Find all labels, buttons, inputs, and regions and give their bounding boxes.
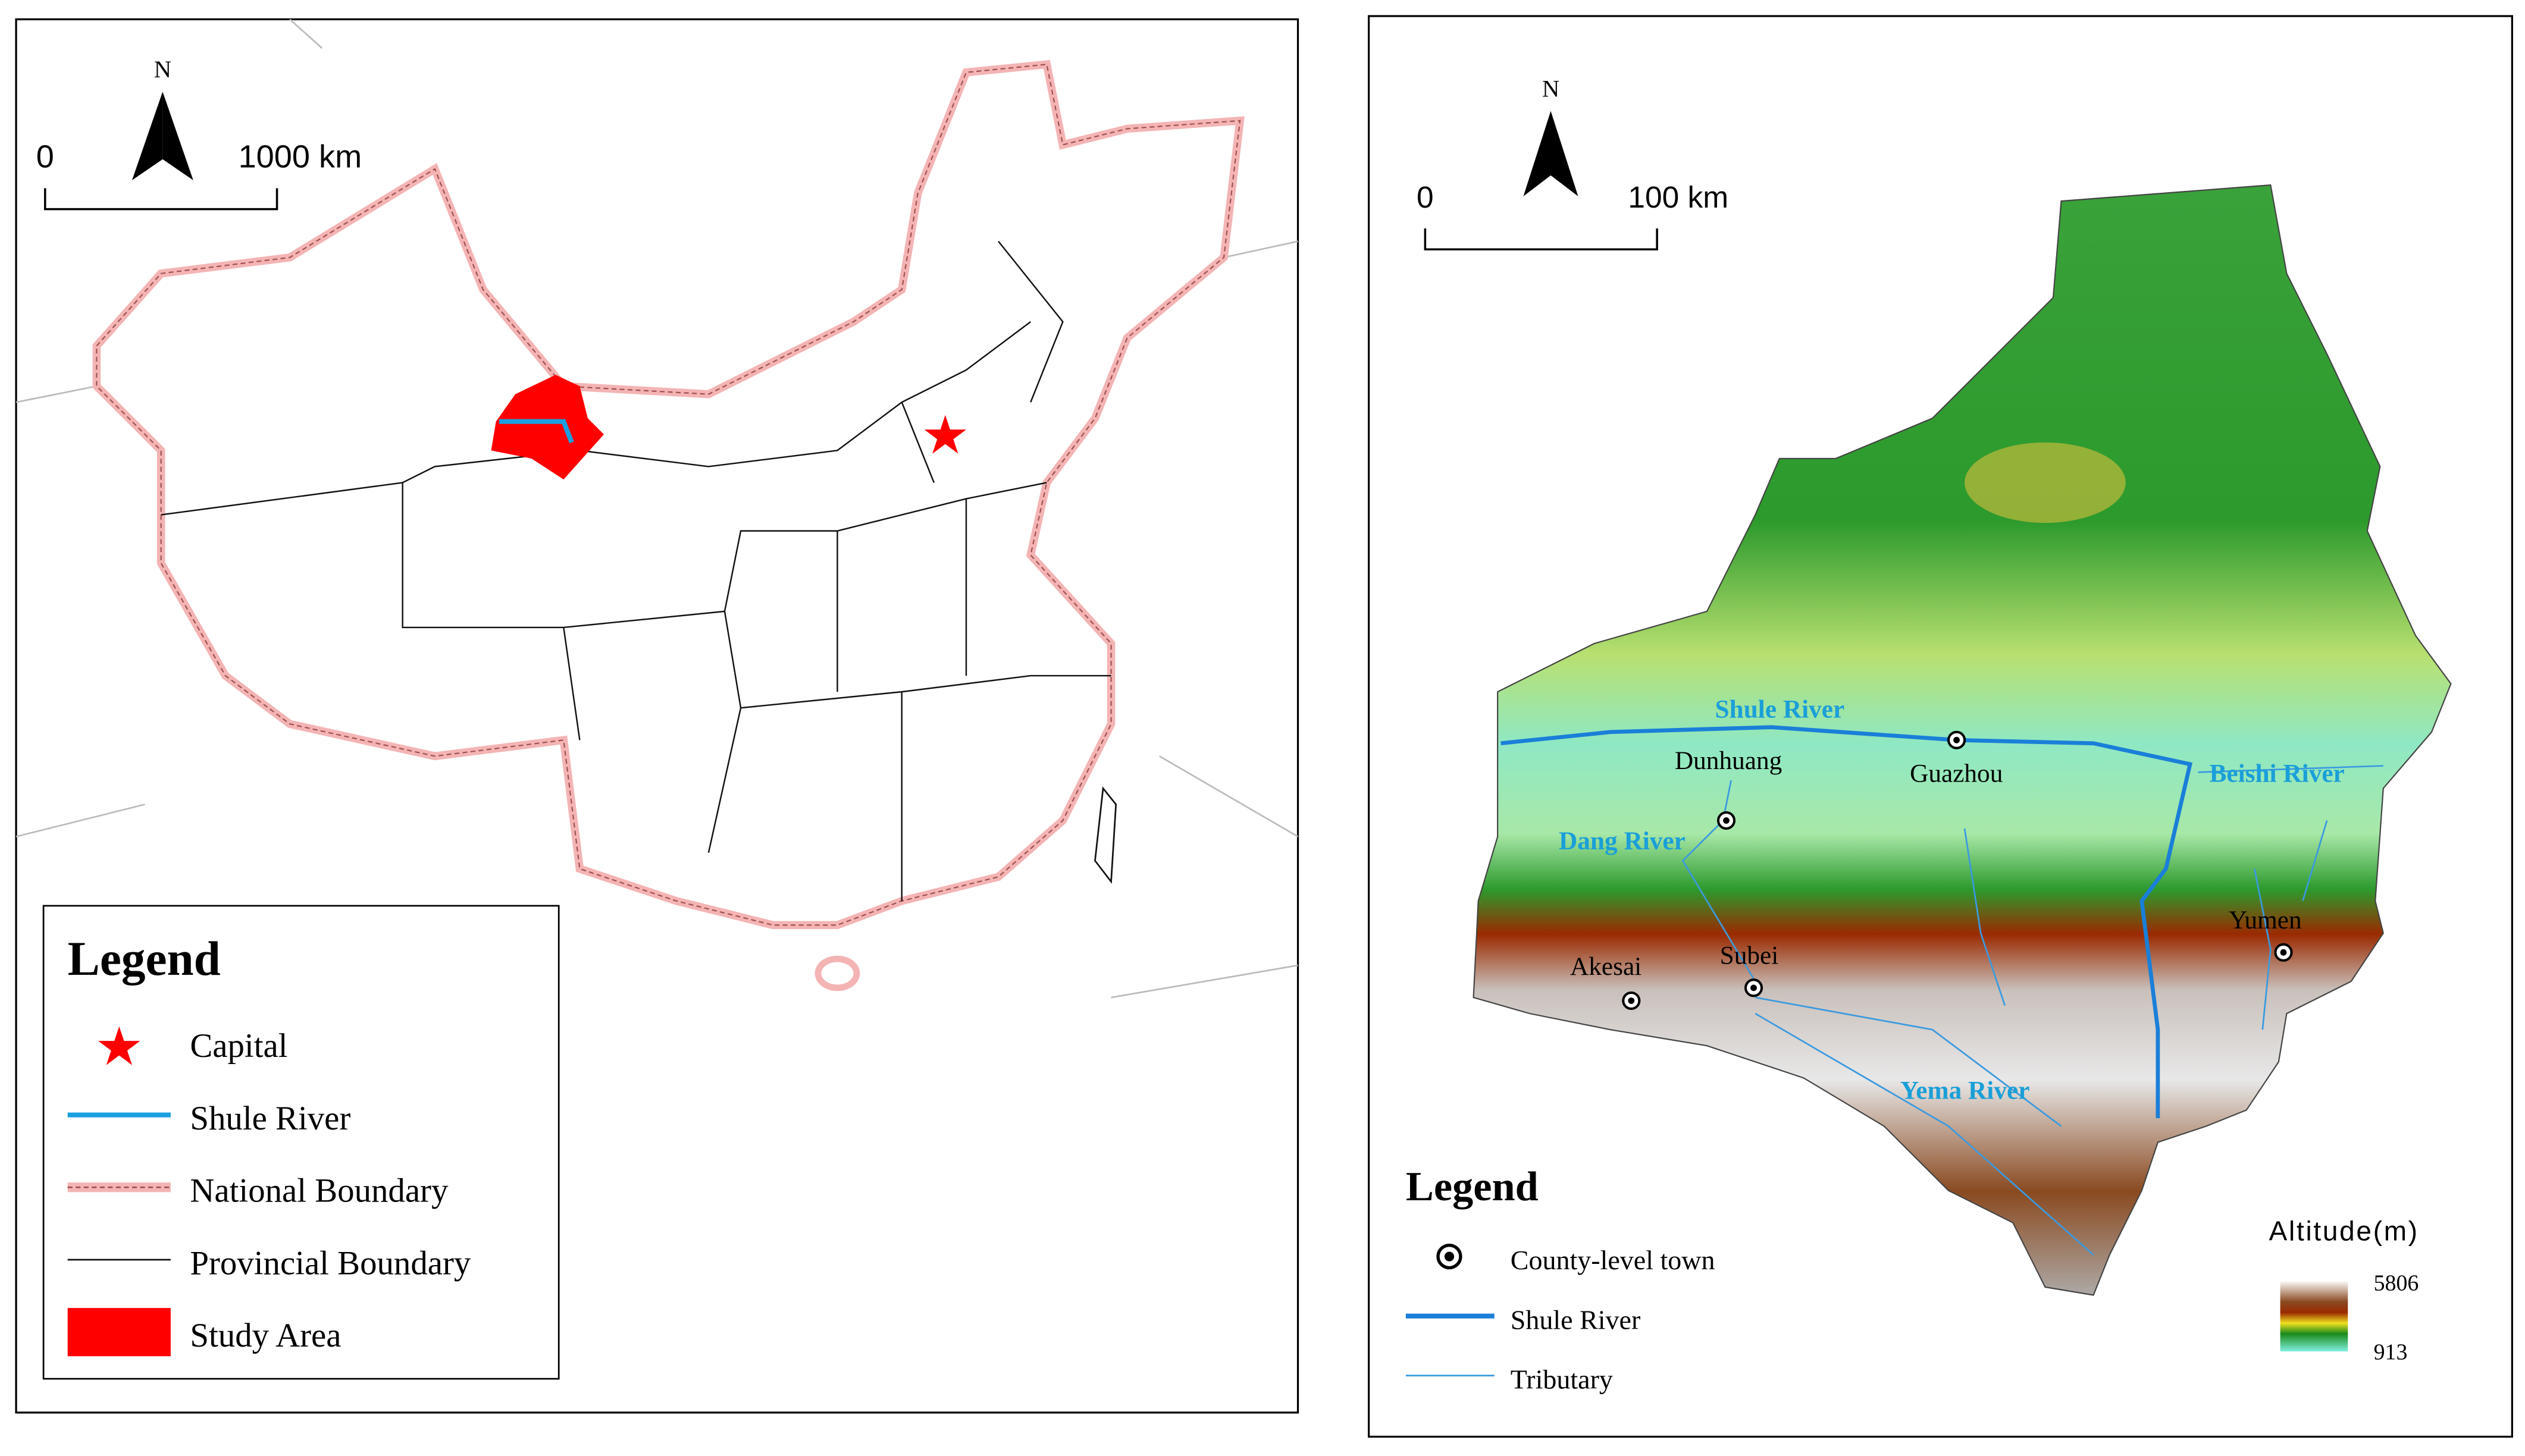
neighbor-lines — [15, 18, 1299, 999]
town-label: Akesai — [1570, 952, 1641, 981]
legend-title: Legend — [1406, 1163, 1539, 1210]
legend-study-area — [67, 1308, 171, 1357]
legend-item: Tributary — [1511, 1364, 1613, 1394]
legend-item: County-level town — [1511, 1245, 1715, 1275]
towns — [1622, 730, 2293, 1011]
altitude-colorbar — [2280, 1281, 2348, 1352]
legend-item: Provincial Boundary — [190, 1244, 471, 1282]
scale-bar — [1424, 228, 1658, 251]
provincial-boundaries — [161, 240, 1111, 901]
scale-bar — [44, 188, 278, 211]
study-area — [491, 375, 604, 480]
shule-river — [1500, 725, 2193, 1118]
legend-item: Shule River — [190, 1100, 350, 1137]
right-map: Shule River Dang River Beishi River Yema… — [1368, 15, 2513, 1438]
shule-river — [499, 419, 574, 444]
legend-box — [42, 905, 560, 1380]
scale-start: 0 — [1417, 180, 1434, 214]
town-dot — [2280, 949, 2287, 956]
legend-star — [98, 1026, 140, 1065]
tributaries — [1681, 765, 2383, 1256]
north-arrow — [1523, 111, 1551, 197]
altitude-min: 913 — [2374, 1340, 2408, 1365]
capital-star — [924, 415, 966, 454]
town-dot — [1953, 736, 1960, 743]
taiwan — [1094, 786, 1117, 884]
north-label: N — [1542, 75, 1559, 102]
town-dot — [1750, 984, 1757, 991]
scale-end: 100 km — [1628, 180, 1728, 214]
town-label: Subei — [1720, 941, 1779, 969]
river-label: Yema River — [1900, 1077, 2030, 1105]
town-dot — [1723, 817, 1730, 824]
national-boundary-line — [96, 64, 1241, 926]
river-label: Dang River — [1559, 827, 1686, 855]
river-label: Beishi River — [2210, 760, 2345, 788]
legend-title: Legend — [68, 932, 221, 986]
highland-patch — [1965, 442, 2126, 523]
left-map: N 0 1000 km Legend Capital Shule River N… — [15, 18, 1299, 1414]
town-dot — [1628, 997, 1635, 1004]
hainan — [814, 955, 860, 991]
scale-start: 0 — [36, 139, 54, 174]
legend-item: Shule River — [1511, 1304, 1640, 1335]
north-label: N — [154, 56, 171, 83]
legend-item: National Boundary — [190, 1172, 449, 1210]
north-arrow — [131, 92, 163, 180]
legend-town-dot — [1444, 1251, 1455, 1262]
river-label: Shule River — [1715, 695, 1845, 723]
legend-item: Study Area — [190, 1317, 341, 1354]
altitude-title: Altitude(m) — [2269, 1216, 2419, 1247]
town-label: Yumen — [2229, 906, 2302, 934]
altitude-max: 5806 — [2374, 1270, 2419, 1295]
north-arrow — [1550, 111, 1578, 197]
town-label: Guazhou — [1910, 760, 2003, 788]
town-label: Dunhuang — [1675, 746, 1782, 775]
legend-item: Capital — [190, 1027, 287, 1065]
scale-end: 1000 km — [239, 139, 362, 174]
north-arrow — [162, 92, 193, 180]
